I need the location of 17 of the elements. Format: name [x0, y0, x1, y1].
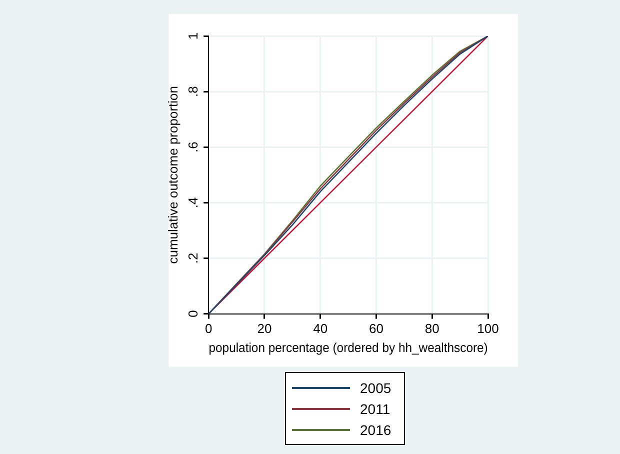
legend-label: 2011 [360, 400, 390, 416]
x-tick-label: 20 [257, 321, 272, 336]
y-axis-title: cumulative outcome proportion [165, 86, 180, 264]
y-tick-label: .2 [186, 252, 201, 264]
x-tick-label: 60 [369, 321, 384, 336]
y-tick-label: 0 [186, 310, 201, 318]
legend-label: 2005 [360, 380, 392, 396]
x-tick-label: 40 [313, 321, 328, 336]
x-tick-label: 0 [204, 321, 212, 336]
x-tick-label: 80 [424, 321, 440, 336]
x-axis-title: population percentage (ordered by hh_wealthscore) [208, 340, 488, 355]
y-tick-label: 1 [186, 32, 201, 40]
y-tick-label: .4 [186, 197, 201, 208]
y-tick-label: .8 [186, 86, 201, 97]
y-tick-label: .6 [186, 142, 201, 153]
legend-label: 2016 [360, 422, 392, 438]
x-tick-label: 100 [477, 321, 499, 336]
